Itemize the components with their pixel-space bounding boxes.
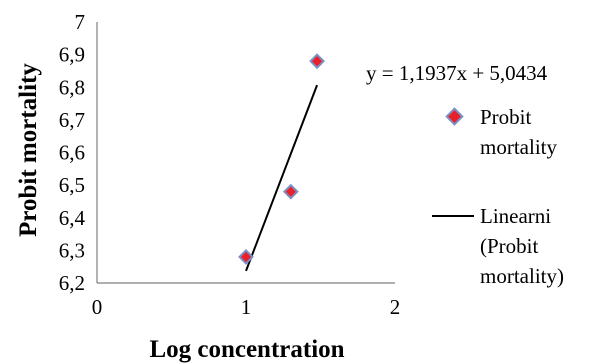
legend-label-probit: Probit mortality xyxy=(480,105,557,159)
data-point xyxy=(238,248,254,265)
y-tick-label: 6,5 xyxy=(59,173,85,197)
legend-label-trendline-line2: (Probit xyxy=(480,234,539,258)
trendline xyxy=(245,84,319,272)
legend-label-trendline-line3: mortality) xyxy=(480,264,564,288)
trendline-equation: y = 1,1937x + 5,0434 xyxy=(366,61,548,85)
legend-label-probit-line1: Probit xyxy=(480,105,532,129)
y-tick-label: 6,6 xyxy=(59,141,85,165)
x-tick-label: 0 xyxy=(92,295,103,319)
y-tick-label: 6,8 xyxy=(59,75,85,99)
x-axis-title: Log concentration xyxy=(149,336,344,363)
legend-marker-probit xyxy=(445,107,464,126)
data-point xyxy=(282,183,299,200)
y-tick-label: 6,4 xyxy=(59,206,86,230)
x-tick-labels: 0 1 2 xyxy=(92,295,401,319)
legend-label-trendline-line1: Linearni xyxy=(480,204,551,228)
legend-label-trendline: Linearni (Probit mortality) xyxy=(480,204,564,288)
legend: Probit mortality Linearni (Probit mortal… xyxy=(432,105,564,288)
plot-area xyxy=(96,22,395,284)
y-tick-labels: 6,2 6,3 6,4 6,5 6,6 6,7 6,8 6,9 7 xyxy=(59,10,86,295)
y-tick-label: 6,7 xyxy=(59,108,85,132)
y-tick-label: 6,3 xyxy=(59,238,85,262)
trendline-layer xyxy=(245,84,319,272)
legend-label-probit-line2: mortality xyxy=(480,135,557,159)
data-points xyxy=(238,53,325,265)
y-axis-title: Probit mortality xyxy=(15,63,42,237)
data-point xyxy=(309,53,325,70)
x-tick-label: 1 xyxy=(241,295,252,319)
y-tick-label: 6,2 xyxy=(59,271,85,295)
y-tick-label: 7 xyxy=(75,10,86,34)
x-tick-label: 2 xyxy=(390,295,401,319)
y-tick-label: 6,9 xyxy=(59,43,85,67)
